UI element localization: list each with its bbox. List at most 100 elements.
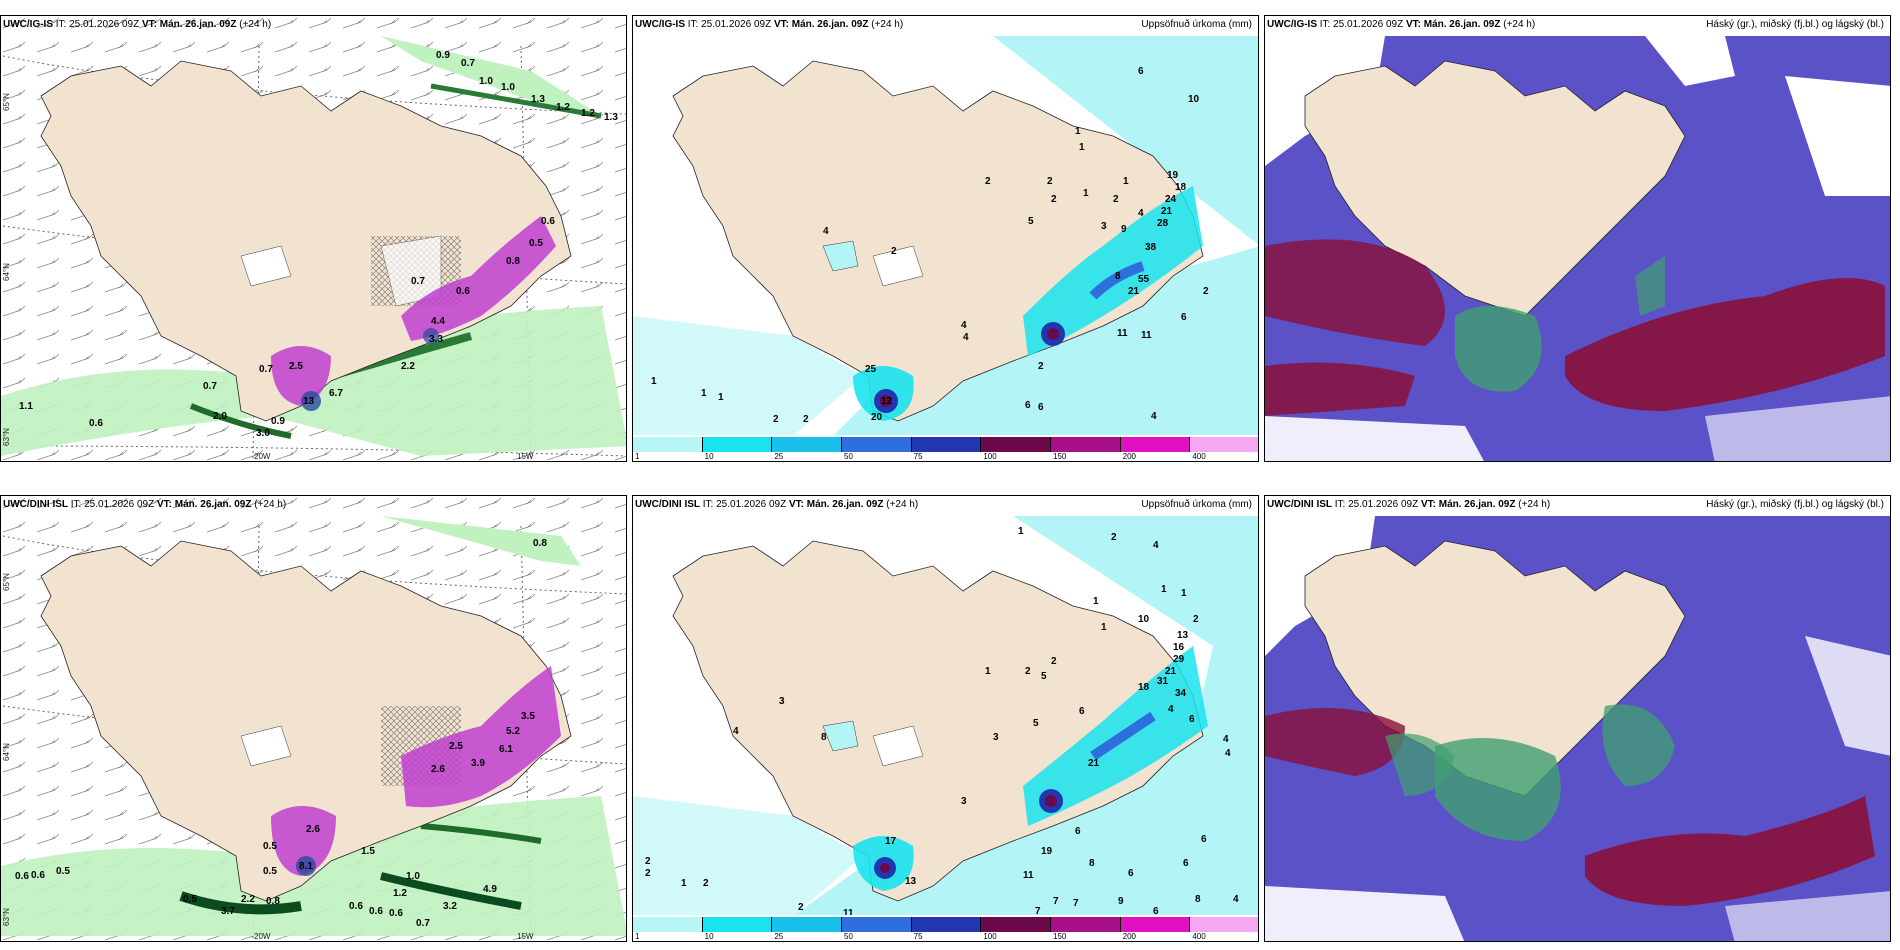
value-label: 2 xyxy=(1193,614,1199,625)
panel-subtitle: Uppsöfnuð úrkoma (mm) xyxy=(1141,19,1252,30)
panel-title: UWC/IG-IS IT: 25.01.2026 09Z VT: Mán. 26… xyxy=(635,19,904,30)
value-label: 2.6 xyxy=(306,824,320,835)
value-label: 1 xyxy=(1123,176,1129,187)
value-label: 3 xyxy=(1101,221,1107,232)
value-label: 3.7 xyxy=(221,906,235,917)
value-label: 1 xyxy=(718,392,724,403)
colorbar-tick-label: 1 xyxy=(635,932,640,941)
value-label: 0.6 xyxy=(541,216,555,227)
lat-label: 64°N xyxy=(2,263,11,281)
colorbar-tick-label: 100 xyxy=(983,452,997,461)
value-label: 1 xyxy=(985,666,991,677)
value-label: 2.6 xyxy=(431,764,445,775)
value-label: 31 xyxy=(1157,676,1169,687)
value-label: 0.5 xyxy=(263,841,277,852)
colorbar-swatch xyxy=(1051,437,1121,452)
lat-label: 65°N xyxy=(2,93,11,111)
value-label: 2 xyxy=(1051,194,1057,205)
colorbar-tick-label: 100 xyxy=(983,932,997,941)
value-label: 2 xyxy=(798,902,804,913)
lat-label: 65°N xyxy=(2,573,11,591)
panel-title: UWC/IG-IS IT: 25.01.2026 09Z VT: Mán. 26… xyxy=(1267,19,1536,30)
value-label: 0.7 xyxy=(411,276,425,287)
map-canvas xyxy=(1265,516,1890,941)
value-label: 4 xyxy=(1151,411,1157,422)
value-label: 34 xyxy=(1175,688,1187,699)
value-label: 20 xyxy=(871,412,883,423)
colorbar-swatch xyxy=(702,917,773,932)
value-label: 8.1 xyxy=(299,861,313,872)
colorbar-tick-label: 25 xyxy=(774,932,784,941)
colorbar-tick-label: 50 xyxy=(844,932,853,941)
value-label: 1.2 xyxy=(393,888,407,899)
value-label: 2.2 xyxy=(241,894,255,905)
value-label: 6 xyxy=(1153,906,1159,917)
value-label: 0.8 xyxy=(533,538,547,549)
colorbar-tick-label: 10 xyxy=(704,932,714,941)
colorbar-tick-label: 200 xyxy=(1122,932,1137,941)
value-label: 1.5 xyxy=(361,846,375,857)
value-label: 13 xyxy=(905,876,917,887)
value-label: 17 xyxy=(885,836,897,847)
value-label: 8 xyxy=(821,732,827,743)
lon-label: 20W xyxy=(254,932,271,941)
value-label: 1 xyxy=(1018,526,1024,537)
value-label: 6.7 xyxy=(329,388,343,399)
value-label: 11 xyxy=(1141,330,1152,341)
panel-title: UWC/DINI ISL IT: 25.01.2026 09Z VT: Mán.… xyxy=(635,499,919,510)
map-panel-ig-is-pressure: UWC/IG-IS IT: 25.01.2026 09Z VT: Mán. 26… xyxy=(0,15,627,462)
colorbar-tick-label: 400 xyxy=(1192,452,1206,461)
map-panel-ig-is-clouds: UWC/IG-IS IT: 25.01.2026 09Z VT: Mán. 26… xyxy=(1264,15,1891,462)
value-label: 6.1 xyxy=(499,744,513,755)
value-label: 0.6 xyxy=(456,286,470,297)
value-label: 6 xyxy=(1183,858,1189,869)
colorbar-tick-label: 1 xyxy=(635,452,640,461)
value-label: 4 xyxy=(823,226,829,237)
value-label: 21 xyxy=(1128,286,1140,297)
value-label: 1.2 xyxy=(581,108,595,119)
precip-colorbar: 1 10 25 50 75 100 150 200 400 xyxy=(633,435,1258,461)
colorbar-tick-label: 75 xyxy=(913,452,923,461)
value-label: 4.9 xyxy=(483,884,497,895)
value-label: 3.0 xyxy=(256,428,270,439)
colorbar-swatch xyxy=(981,917,1051,932)
lon-label: 15W xyxy=(517,452,534,461)
value-label: 4 xyxy=(961,320,967,331)
value-label: 6 xyxy=(1138,66,1144,77)
value-label: 1.3 xyxy=(531,94,545,105)
value-label: 1 xyxy=(1075,126,1081,137)
map-panel-ig-is-precip: UWC/IG-IS IT: 25.01.2026 09Z VT: Mán. 26… xyxy=(632,15,1259,462)
colorbar-swatch xyxy=(702,437,773,452)
value-label: 7 xyxy=(1053,896,1059,907)
value-label: 2 xyxy=(1111,532,1117,543)
lat-label: 63°N xyxy=(2,428,11,446)
value-label: 25 xyxy=(865,364,877,375)
value-label: 21 xyxy=(1165,666,1177,677)
value-label: 1 xyxy=(701,388,707,399)
value-label: 2 xyxy=(645,856,651,867)
value-label: 4 xyxy=(1138,208,1144,219)
colorbar-swatch xyxy=(633,437,703,452)
value-label: 0.8 xyxy=(266,896,280,907)
value-label: 9 xyxy=(1118,896,1124,907)
value-label: 1 xyxy=(1161,584,1167,595)
colorbar-tick-label: 150 xyxy=(1053,932,1067,941)
value-label: 5 xyxy=(1033,718,1039,729)
map-panel-dini-isl-pressure: UWC/DINI ISL IT: 25.01.2026 09Z VT: Mán.… xyxy=(0,495,627,942)
colorbar-swatch xyxy=(842,437,912,452)
value-label: 0.7 xyxy=(416,918,430,929)
value-label: 21 xyxy=(1161,206,1173,217)
map-canvas xyxy=(633,516,1258,916)
value-label: 38 xyxy=(1145,242,1157,253)
value-label: 1 xyxy=(1083,188,1089,199)
value-label: 6 xyxy=(1201,834,1207,845)
colorbar-tick-label: 25 xyxy=(774,452,784,461)
value-label: 2.0 xyxy=(213,411,227,422)
value-label: 2 xyxy=(1025,666,1031,677)
value-label: 1.0 xyxy=(479,76,493,87)
colorbar-tick-label: 10 xyxy=(704,452,714,461)
value-label: 0.5 xyxy=(263,866,277,877)
value-label: 1 xyxy=(681,878,687,889)
value-label: 2 xyxy=(1203,286,1209,297)
map-canvas xyxy=(633,36,1258,436)
